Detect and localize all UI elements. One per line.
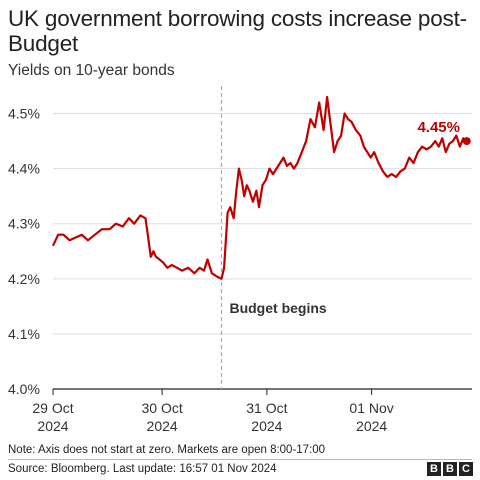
bbc-logo-letter-1: B	[427, 462, 441, 476]
x-tick-label: 2024	[356, 418, 387, 434]
y-tick-label: 4.2%	[8, 271, 40, 287]
chart-subtitle: Yields on 10-year bonds	[8, 62, 175, 79]
budget-label: Budget begins	[229, 300, 326, 316]
x-tick-label: 01 Nov	[349, 400, 393, 416]
chart-note: Note: Axis does not start at zero. Marke…	[8, 444, 326, 456]
y-tick-label: 4.0%	[8, 381, 40, 397]
tick-labels: 4.0% 4.1% 4.2% 4.3% 4.4% 4.5% 29 Oct 2024 30 Oct…	[8, 106, 394, 434]
series-layer: 4.45%	[52, 95, 471, 280]
x-tick-label: 30 Oct	[141, 400, 182, 416]
y-tick-label: 4.5%	[8, 106, 40, 122]
chart-title: UK government borrowing costs increase p…	[8, 6, 467, 56]
y-tick-label: 4.1%	[8, 326, 40, 342]
footer-divider	[8, 459, 472, 460]
y-tick-label: 4.3%	[8, 216, 40, 232]
bbc-logo: B B C	[427, 462, 473, 476]
bbc-logo-letter-2: B	[443, 462, 457, 476]
budget-annotation: Budget begins	[220, 86, 327, 389]
x-tick-label: 31 Oct	[246, 400, 287, 416]
x-tick-label: 2024	[147, 418, 178, 434]
bbc-logo-letter-3: C	[459, 462, 473, 476]
source-text: Source: Bloomberg. Last update: 16:57 01…	[8, 463, 277, 475]
y-tick-label: 4.4%	[8, 161, 40, 177]
x-tick-label: 2024	[37, 418, 68, 434]
grid-lines	[53, 113, 472, 390]
yield-series-line	[52, 95, 468, 280]
series-end-point	[462, 137, 471, 146]
end-value-label: 4.45%	[417, 119, 460, 136]
x-tick-label: 29 Oct	[32, 400, 73, 416]
x-tick-label: 2024	[251, 418, 282, 434]
